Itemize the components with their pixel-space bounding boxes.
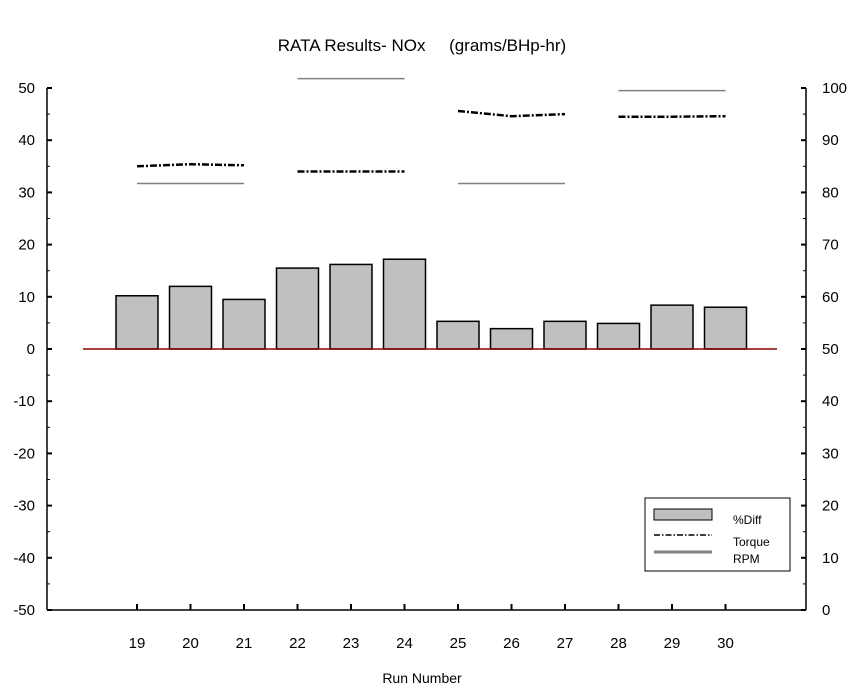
x-tick-label: 26 [503, 635, 520, 652]
x-tick-label: 27 [557, 635, 574, 652]
x-tick-label: 25 [450, 635, 467, 652]
bar-21 [222, 298, 266, 350]
bar-19 [115, 295, 159, 350]
x-tick-label: 29 [664, 635, 681, 652]
bar-30 [703, 306, 748, 350]
y2-tick-label: 60 [822, 289, 839, 306]
y-tick-label: -30 [13, 498, 35, 515]
x-axis-label: Run Number [382, 670, 462, 686]
x-tick-label: 30 [717, 635, 734, 652]
y2-tick-label: 30 [822, 445, 839, 462]
bar-23 [329, 263, 373, 350]
y-tick-label: 20 [18, 237, 35, 254]
left-axis-ticks: 50 40 30 20 10 0 -10 -20 -30 -40 -50 [13, 80, 52, 619]
torque-line-segment-1 [136, 162, 245, 168]
torque-line-segment-3 [457, 109, 566, 118]
x-axis-ticks: 19 20 21 22 23 24 25 26 27 28 29 30 [129, 604, 734, 652]
y-tick-label: 30 [18, 184, 35, 201]
chart-title: RATA Results- NOx (grams/BHp-hr) [278, 36, 566, 55]
x-tick-label: 20 [182, 635, 199, 652]
legend-swatch-diff [653, 508, 713, 521]
legend-label-diff: %Diff [733, 513, 762, 527]
bar-25 [436, 320, 480, 350]
legend: %Diff Torque RPM [644, 497, 791, 572]
legend-label-torque: Torque [733, 535, 770, 549]
y2-tick-label: 80 [822, 184, 839, 201]
x-tick-label: 21 [236, 635, 253, 652]
y-tick-label: 0 [27, 341, 35, 358]
y-tick-label: 50 [18, 80, 35, 97]
y-tick-label: -20 [13, 445, 35, 462]
bar-26 [489, 327, 534, 350]
legend-label-rpm: RPM [733, 552, 760, 566]
x-tick-label: 24 [396, 635, 413, 652]
y2-tick-label: 0 [822, 602, 830, 619]
bar-24 [382, 258, 427, 350]
bar-29 [650, 304, 694, 350]
y2-tick-label: 20 [822, 498, 839, 515]
y2-tick-label: 100 [822, 80, 847, 97]
x-tick-label: 19 [129, 635, 146, 652]
y2-tick-label: 70 [822, 237, 839, 254]
x-tick-label: 28 [610, 635, 627, 652]
y-tick-label: -10 [13, 393, 35, 410]
y2-tick-label: 50 [822, 341, 839, 358]
bar-27 [543, 320, 587, 350]
bar-22 [275, 267, 320, 350]
x-tick-label: 22 [289, 635, 306, 652]
y-tick-label: 10 [18, 289, 35, 306]
y2-tick-label: 10 [822, 550, 839, 567]
y2-tick-label: 90 [822, 132, 839, 149]
bar-20 [168, 285, 213, 350]
y-tick-label: -40 [13, 550, 35, 567]
bar-28 [596, 322, 641, 350]
y-tick-label: 40 [18, 132, 35, 149]
torque-line-segment-4 [618, 114, 726, 118]
plot-area [83, 77, 777, 350]
y-tick-label: -50 [13, 602, 35, 619]
y2-tick-label: 40 [822, 393, 839, 410]
x-tick-label: 23 [343, 635, 360, 652]
